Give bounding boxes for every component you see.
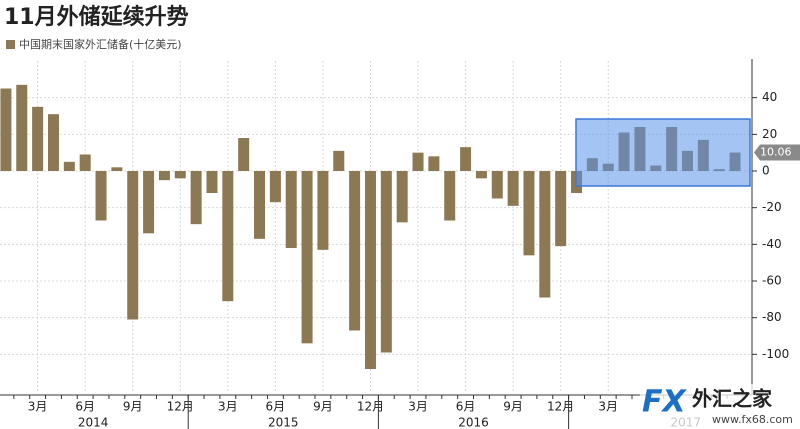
value-tag: 10.06 xyxy=(760,146,792,159)
x-tick-label: 3月 xyxy=(598,400,618,414)
bar xyxy=(412,152,424,171)
year-label: 2015 xyxy=(268,416,299,429)
x-tick-label: 3月 xyxy=(28,400,48,414)
legend-label: 中国期末国家外汇储备(十亿美元) xyxy=(19,37,182,51)
bar xyxy=(190,171,202,225)
watermark-url: www.fx68.com xyxy=(712,413,793,426)
year-label: 2016 xyxy=(458,416,489,429)
bar xyxy=(63,161,75,171)
x-tick-label: 9月 xyxy=(123,400,143,414)
x-tick-label: 9月 xyxy=(313,400,333,414)
y-tick-label: -80 xyxy=(762,310,782,324)
year-label: 2014 xyxy=(78,416,109,429)
bar xyxy=(475,171,487,179)
x-tick-label: 6月 xyxy=(456,400,476,414)
x-tick-label: 12月 xyxy=(167,400,194,414)
x-tick-label: 12月 xyxy=(547,400,574,414)
bar xyxy=(47,114,59,171)
bar xyxy=(174,171,186,179)
bar xyxy=(301,171,313,344)
bar xyxy=(95,171,107,221)
bar xyxy=(143,171,155,234)
bar xyxy=(254,171,266,239)
bar xyxy=(460,147,472,171)
bar xyxy=(555,171,567,247)
chart-title: 11月外储延续升势 xyxy=(4,4,189,30)
legend-swatch xyxy=(6,40,15,49)
bar xyxy=(523,171,535,256)
y-tick-label: -60 xyxy=(762,274,782,288)
bar xyxy=(269,171,281,203)
bar xyxy=(127,171,139,320)
watermark-bg xyxy=(640,384,800,429)
y-tick-label: 20 xyxy=(762,127,777,141)
y-tick-label: -100 xyxy=(762,347,789,361)
bar xyxy=(539,171,551,298)
bar xyxy=(317,171,329,250)
bar xyxy=(364,171,376,369)
bar xyxy=(111,167,123,171)
x-tick-label: 6月 xyxy=(75,400,95,414)
bar xyxy=(238,138,250,171)
x-tick-label: 12月 xyxy=(357,400,384,414)
bar xyxy=(32,106,44,171)
bar xyxy=(428,156,440,171)
bar xyxy=(333,150,345,171)
bar xyxy=(507,171,519,206)
y-tick-label: -20 xyxy=(762,200,782,214)
bar xyxy=(206,171,218,193)
watermark-brand: 外汇之家 xyxy=(692,387,773,411)
bar xyxy=(16,84,28,171)
x-tick-label: 3月 xyxy=(218,400,238,414)
watermark-fx: FX xyxy=(642,385,687,420)
value-tag-bg xyxy=(754,144,800,161)
x-tick-label: 3月 xyxy=(408,400,428,414)
x-tick-label: 9月 xyxy=(503,400,523,414)
bar xyxy=(491,171,503,199)
bar xyxy=(79,154,91,171)
bar xyxy=(0,88,12,171)
bar xyxy=(396,171,408,223)
highlight-box xyxy=(575,118,751,187)
bar xyxy=(285,171,297,248)
y-tick-label: 40 xyxy=(762,90,777,104)
watermark: FX 外汇之家 www.fx68.com xyxy=(640,384,800,429)
bar xyxy=(222,171,234,302)
x-tick-label: 6月 xyxy=(266,400,286,414)
y-tick-label: -40 xyxy=(762,237,782,251)
bar xyxy=(444,171,456,221)
bar xyxy=(158,171,170,181)
bar xyxy=(349,171,361,331)
y-tick-label: 0 xyxy=(762,164,770,178)
bar xyxy=(380,171,392,353)
